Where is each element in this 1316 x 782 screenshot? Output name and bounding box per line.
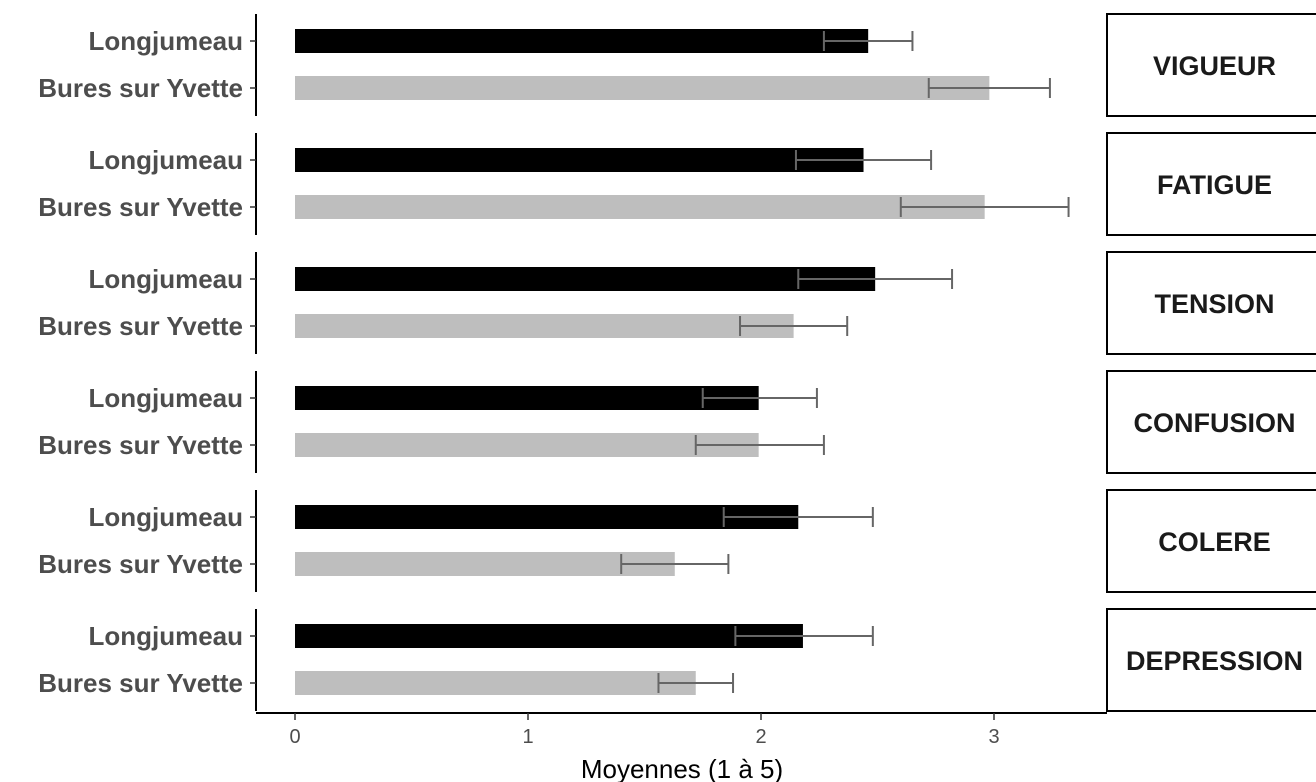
bar [295,552,675,576]
y-tick-label: Bures sur Yvette [38,430,243,460]
y-tick-label: Longjumeau [88,264,243,294]
strip-label: COLERE [1158,527,1271,557]
y-tick-label: Longjumeau [88,502,243,532]
x-tick-label: 3 [988,726,999,748]
bar [295,314,794,338]
strip-label: FATIGUE [1157,170,1272,200]
strip-box [1106,251,1316,355]
strip-box [1106,489,1316,593]
x-tick-label: 2 [755,726,766,748]
x-axis-label: Moyennes (1 à 5) [581,754,783,782]
strip-box [1106,608,1316,712]
x-tick-label: 1 [522,726,533,748]
y-tick-label: Longjumeau [88,145,243,175]
y-tick-label: Bures sur Yvette [38,192,243,222]
bar [295,76,990,100]
x-tick-label: 0 [289,726,300,748]
panel-depression: DEPRESSION Longjumeau Bures sur Yvette [38,608,1316,712]
y-tick-label: Bures sur Yvette [38,73,243,103]
panel-colere: COLERE Longjumeau Bures sur Yvette [38,489,1316,593]
bar [295,267,876,291]
y-tick-label: Bures sur Yvette [38,668,243,698]
strip-label: DEPRESSION [1126,646,1303,676]
strip-label: VIGUEUR [1153,51,1276,81]
bar [295,195,985,219]
y-tick-label: Longjumeau [88,621,243,651]
panel-fatigue: FATIGUE Longjumeau Bures sur Yvette [38,132,1316,236]
bar [295,671,696,695]
panel-vigueur: VIGUEUR Longjumeau Bures sur Yvette [38,13,1316,117]
strip-box [1106,13,1316,117]
bar [295,386,759,410]
bar [295,148,864,172]
strip-box [1106,370,1316,474]
strip-label: TENSION [1154,289,1274,319]
bar [295,624,803,648]
panel-confusion: CONFUSION Longjumeau Bures sur Yvette [38,370,1316,474]
y-tick-label: Longjumeau [88,383,243,413]
x-axis: 0 1 2 3 [256,712,1107,748]
strip-label: CONFUSION [1134,408,1296,438]
bar [295,433,759,457]
strip-box [1106,132,1316,236]
y-tick-label: Bures sur Yvette [38,549,243,579]
bar [295,505,799,529]
panel-tension: TENSION Longjumeau Bures sur Yvette [38,251,1316,355]
y-tick-label: Bures sur Yvette [38,311,243,341]
y-tick-label: Longjumeau [88,26,243,56]
bar [295,29,869,53]
